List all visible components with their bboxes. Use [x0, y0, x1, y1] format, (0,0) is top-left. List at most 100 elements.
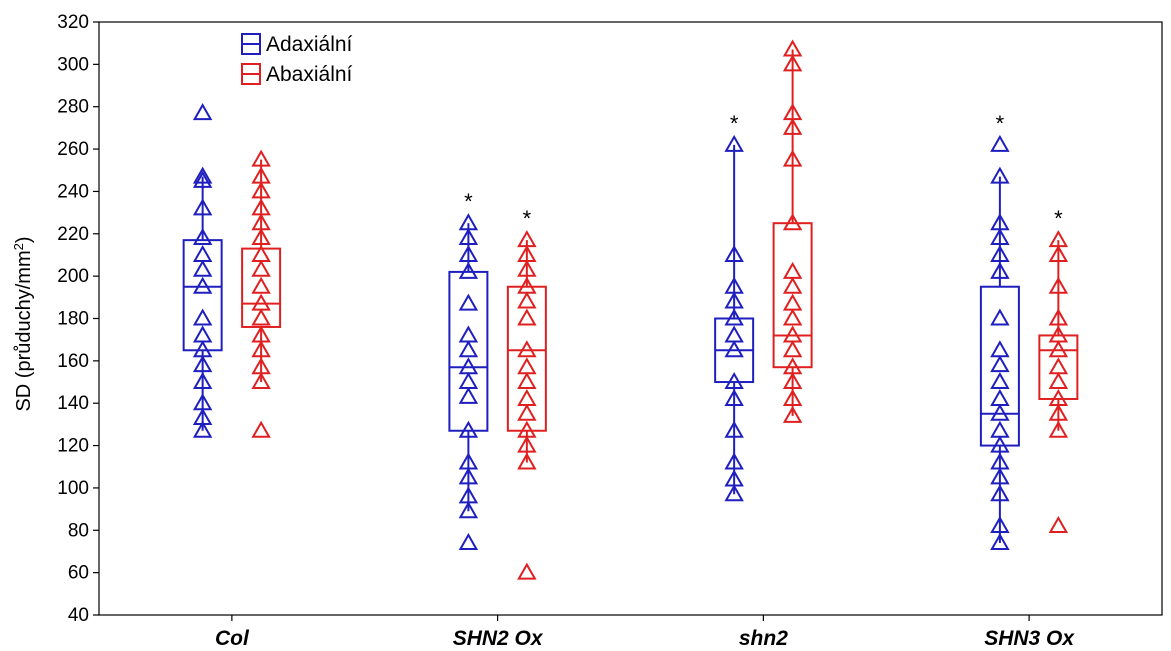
data-point-marker	[782, 103, 803, 121]
significance-marker: *	[464, 189, 473, 214]
y-tick-label: 240	[57, 181, 89, 202]
data-point-marker	[724, 291, 744, 309]
data-point-marker	[458, 501, 479, 519]
data-point-marker	[990, 388, 1010, 406]
data-point-marker	[251, 149, 271, 167]
boxes: * * * * *	[182, 39, 1079, 580]
data-point-marker	[458, 357, 479, 375]
y-axis-label-sup: 2	[11, 243, 26, 250]
data-point-marker	[458, 261, 479, 279]
y-axis-label: SD (průduchy/mm2)	[11, 236, 36, 411]
data-point-marker	[990, 532, 1010, 550]
data-point-marker	[782, 117, 803, 135]
data-point-marker	[990, 516, 1010, 534]
data-point-marker	[192, 325, 213, 343]
data-point-marker	[251, 276, 271, 294]
y-axis-label-tail: )	[13, 236, 35, 243]
data-point-marker	[517, 435, 537, 453]
data-point-marker	[517, 452, 537, 470]
data-point-marker	[782, 372, 803, 390]
data-point-marker	[990, 372, 1010, 390]
data-point-marker	[1048, 420, 1069, 438]
y-tick-label: 320	[57, 12, 89, 33]
data-point-marker	[724, 134, 744, 152]
data-point-marker	[782, 388, 803, 406]
box	[448, 270, 489, 432]
data-point-marker	[782, 213, 803, 231]
data-point-marker	[517, 403, 537, 421]
data-point-marker	[724, 244, 744, 262]
y-tick-label: 300	[57, 54, 89, 75]
data-point-marker	[192, 103, 213, 121]
data-point-marker	[782, 308, 803, 326]
data-point-marker	[990, 355, 1010, 373]
data-point-marker	[458, 228, 479, 246]
data-point-marker	[458, 244, 479, 262]
data-point-marker	[990, 166, 1010, 184]
data-point-marker	[458, 467, 479, 485]
data-point-marker	[1048, 372, 1069, 390]
data-point-marker	[251, 181, 271, 199]
data-point-marker	[192, 170, 213, 188]
box	[772, 222, 813, 369]
data-point-marker	[192, 308, 213, 326]
data-point-marker	[192, 420, 213, 438]
data-point-marker	[458, 420, 479, 438]
data-point-marker	[1048, 388, 1069, 406]
data-point-marker	[990, 452, 1010, 470]
data-point-marker	[517, 259, 537, 277]
data-point-marker	[724, 469, 744, 487]
data-point-marker	[251, 325, 271, 343]
data-point-marker	[517, 357, 537, 375]
y-axis-label-main: SD (průduchy/mm	[13, 250, 35, 411]
significance-marker: *	[730, 111, 739, 136]
data-point-marker	[517, 244, 537, 262]
data-point-marker	[990, 228, 1010, 246]
data-point-marker	[990, 484, 1010, 502]
data-point-marker	[782, 340, 803, 358]
y-tick-label: 100	[57, 478, 89, 499]
data-point-marker	[1048, 276, 1069, 294]
data-point-marker	[251, 259, 271, 277]
data-point-marker	[782, 405, 803, 423]
data-point-marker	[517, 340, 537, 358]
significance-marker: *	[1054, 206, 1063, 231]
box	[182, 239, 223, 352]
data-point-marker	[782, 261, 803, 279]
data-point-marker	[192, 340, 213, 358]
data-point-marker	[724, 325, 744, 343]
data-point-marker	[517, 372, 537, 390]
box	[979, 285, 1020, 447]
data-point-marker	[251, 228, 271, 246]
significance-marker: *	[996, 111, 1005, 136]
y-tick-label: 40	[68, 605, 89, 626]
legend: Adaxiální Abaxiální	[241, 33, 353, 86]
x-tick-label: SHN3 Ox	[984, 627, 1075, 650]
legend-label: Adaxiální	[266, 33, 353, 56]
data-point-marker	[251, 244, 271, 262]
data-point-marker	[251, 357, 271, 375]
data-point-marker	[990, 340, 1010, 358]
data-point-marker	[458, 532, 479, 550]
y-tick-label: 180	[57, 309, 89, 330]
data-point-marker	[251, 166, 271, 184]
data-point-marker	[192, 166, 213, 184]
data-point-marker	[251, 293, 271, 311]
y-tick-label: 220	[57, 224, 89, 245]
axes: 40 60 80 100 120 140 160 180 200 220 240 260 280 300 3…	[57, 12, 1163, 650]
data-point-marker	[782, 39, 803, 57]
data-point-marker	[192, 393, 213, 411]
significance-marker: *	[523, 206, 532, 231]
data-point-marker	[990, 134, 1010, 152]
data-point-marker	[724, 484, 744, 502]
data-point-marker	[458, 386, 479, 404]
data-point-marker	[458, 486, 479, 504]
data-point-marker	[1048, 357, 1069, 375]
data-point-marker	[458, 452, 479, 470]
data-point-marker	[458, 325, 479, 343]
box	[1038, 334, 1079, 400]
data-point-marker	[782, 293, 803, 311]
data-point-marker	[192, 408, 213, 426]
y-tick-label: 140	[57, 393, 89, 414]
